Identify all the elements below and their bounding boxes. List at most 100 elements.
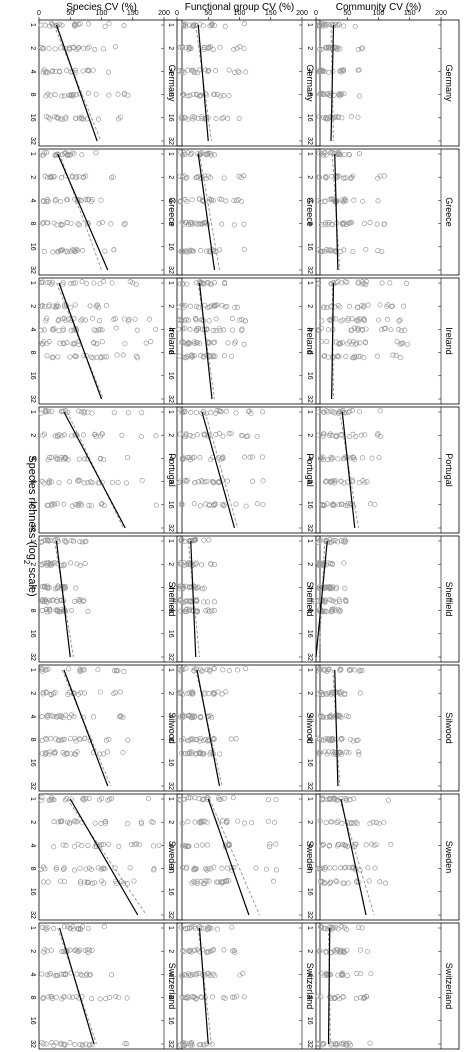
data-point — [356, 480, 362, 486]
data-point — [73, 738, 79, 744]
x-tick-label: 1 — [306, 410, 313, 414]
site-label-silwood: Silwood — [167, 712, 177, 744]
y-tick-label: 100 — [373, 10, 385, 17]
data-point — [315, 993, 321, 999]
x-tick-label: 16 — [167, 114, 174, 122]
data-point — [190, 68, 197, 74]
x-tick-label: 2 — [306, 46, 313, 50]
data-point — [398, 355, 404, 361]
data-point — [193, 866, 199, 872]
data-point — [79, 502, 85, 508]
data-point — [100, 751, 107, 757]
fit-line — [334, 153, 339, 271]
data-point — [201, 751, 207, 757]
data-point — [67, 1040, 73, 1046]
data-point — [44, 315, 50, 321]
x-tick-label: 8 — [167, 996, 174, 1000]
data-point — [315, 598, 321, 604]
panel-frame — [176, 922, 321, 1050]
data-point — [332, 410, 338, 416]
data-point — [260, 478, 266, 484]
data-point — [204, 878, 210, 884]
x-tick-label: 8 — [29, 996, 36, 1000]
data-point — [187, 925, 193, 931]
data-point — [73, 115, 79, 121]
data-point — [220, 879, 226, 885]
data-point — [323, 152, 329, 158]
guide-line — [199, 153, 220, 271]
data-point — [183, 45, 189, 51]
data-point — [77, 668, 83, 675]
x-tick-label: 16 — [29, 243, 36, 251]
data-point — [212, 354, 218, 360]
data-point — [213, 116, 219, 122]
data-point — [239, 432, 245, 439]
x-tick-label: 32 — [167, 266, 174, 274]
data-point — [335, 926, 341, 932]
data-point — [196, 220, 202, 227]
data-point — [121, 23, 127, 29]
x-tick-label: 4 — [167, 456, 174, 460]
data-point — [89, 503, 95, 509]
data-point — [41, 327, 47, 333]
data-point — [89, 410, 95, 416]
data-point — [49, 355, 55, 361]
data-point — [55, 249, 61, 255]
data-point — [326, 432, 333, 438]
data-point — [93, 303, 99, 309]
data-point — [180, 666, 186, 673]
fit-line — [55, 24, 98, 142]
data-point — [71, 714, 77, 720]
data-point — [54, 501, 60, 507]
data-point — [39, 584, 45, 590]
data-point — [320, 795, 326, 801]
data-point — [241, 21, 247, 27]
data-point — [138, 820, 145, 827]
data-point — [185, 67, 191, 73]
x-tick-label: 32 — [306, 137, 313, 145]
x-tick-label: 2 — [167, 46, 174, 50]
x-tick-label: 2 — [167, 433, 174, 437]
data-point — [210, 971, 216, 977]
data-point — [210, 327, 216, 333]
site-label-switzerland: Switzerland — [167, 963, 177, 1010]
data-point — [116, 843, 122, 849]
x-tick-label: 8 — [29, 738, 36, 742]
data-point — [182, 115, 188, 121]
data-point — [67, 354, 73, 360]
data-point — [60, 279, 66, 286]
data-point — [202, 737, 208, 743]
data-point — [206, 667, 213, 673]
data-point — [343, 864, 349, 870]
data-point — [39, 221, 46, 227]
data-point — [187, 92, 193, 99]
fit-line — [198, 927, 209, 1045]
data-point — [124, 1041, 130, 1047]
data-point — [187, 219, 194, 226]
fit-line — [331, 282, 335, 400]
x-tick-label: 32 — [29, 395, 36, 403]
data-point — [57, 21, 63, 27]
data-point — [319, 843, 325, 849]
data-point — [340, 68, 347, 74]
data-point — [228, 431, 234, 437]
data-point — [388, 841, 394, 848]
data-point — [317, 818, 323, 824]
panel-frame — [38, 19, 183, 147]
data-point — [218, 408, 224, 415]
data-point — [83, 866, 89, 872]
data-point — [178, 714, 184, 720]
guide-line — [195, 669, 223, 787]
data-point — [46, 302, 52, 308]
x-tick-label: 8 — [167, 480, 174, 484]
data-point — [197, 455, 203, 461]
fit-line — [315, 540, 328, 658]
data-point — [335, 353, 341, 359]
data-point — [93, 150, 99, 156]
data-point — [328, 479, 334, 485]
data-point — [221, 795, 227, 801]
x-tick-label: 4 — [306, 327, 313, 331]
data-point — [97, 281, 103, 287]
x-tick-label: 8 — [167, 867, 174, 871]
data-point — [317, 713, 324, 719]
